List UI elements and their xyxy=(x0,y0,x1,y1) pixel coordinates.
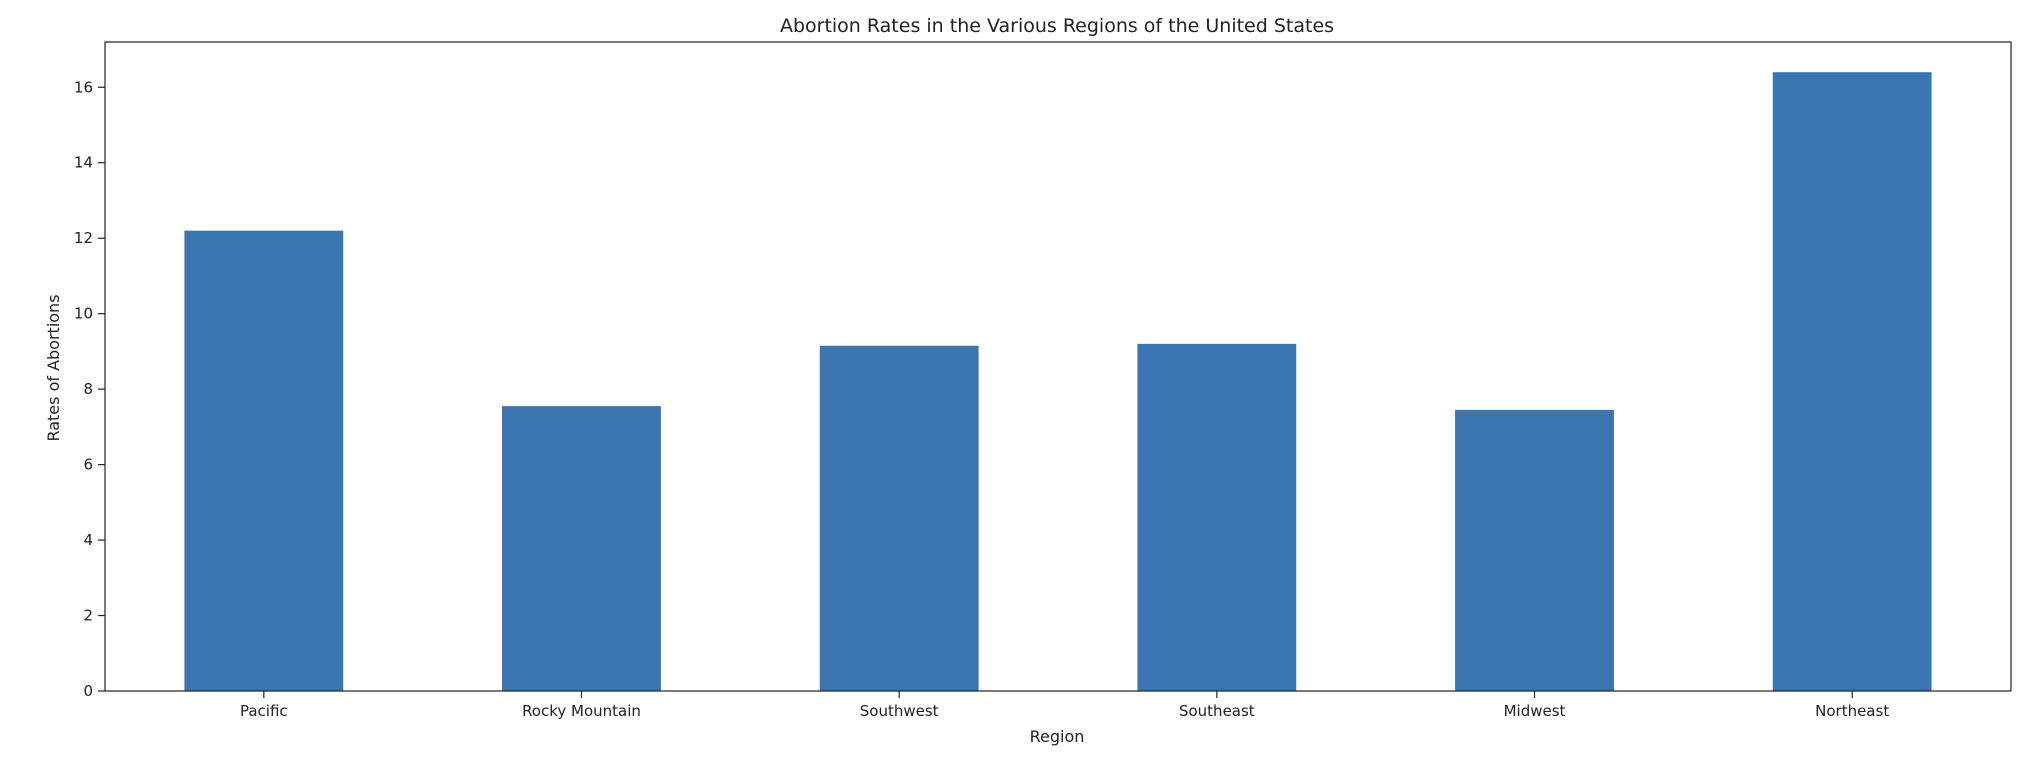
x-axis-label: Region xyxy=(1030,727,1085,746)
bar-southwest xyxy=(819,345,979,691)
y-tick-label: 6 xyxy=(83,456,93,474)
y-tick-label: 14 xyxy=(74,154,93,172)
chart-title: Abortion Rates in the Various Regions of… xyxy=(780,15,1334,37)
y-tick-label: 2 xyxy=(83,607,93,625)
x-tick-label: Rocky Mountain xyxy=(522,702,641,720)
bar-southeast xyxy=(1137,343,1297,691)
y-tick-label: 16 xyxy=(74,78,93,96)
y-tick-label: 8 xyxy=(83,380,93,398)
x-tick-label: Pacific xyxy=(240,702,288,720)
axes-frame xyxy=(104,41,2012,692)
x-tick-label: Southwest xyxy=(860,702,939,720)
bar-northeast xyxy=(1772,72,1932,691)
y-axis-label: Rates of Abortions xyxy=(44,294,63,441)
x-tick-label: Northeast xyxy=(1815,702,1889,720)
y-tick-label: 10 xyxy=(74,305,93,323)
bar-pacific xyxy=(184,230,344,691)
y-tick-label: 0 xyxy=(83,682,93,700)
y-tick-label: 12 xyxy=(74,229,93,247)
bar-midwest xyxy=(1455,409,1614,691)
x-tick-label: Midwest xyxy=(1504,702,1566,720)
bar-rocky-mountain xyxy=(502,406,661,691)
y-tick-label: 4 xyxy=(83,531,93,549)
x-tick-label: Southeast xyxy=(1179,702,1255,720)
plot-area: 0 2 4 6 8 10 12 14 16 Pacific Rocky Mountain Southw… xyxy=(74,41,2012,720)
